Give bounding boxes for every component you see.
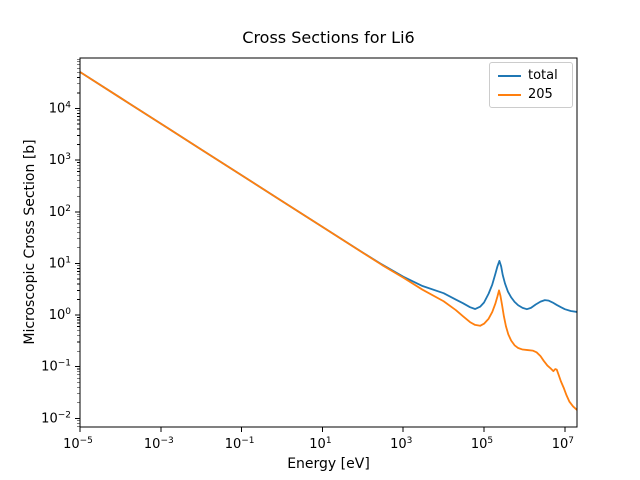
chart-title: Cross Sections for Li6: [242, 28, 415, 47]
y-tick-label: 100: [49, 307, 72, 323]
x-tick-label: 103: [390, 436, 412, 452]
x-tick-label: 10−1: [225, 436, 255, 452]
y-tick-label: 102: [49, 204, 71, 220]
legend-entry-total: total: [498, 69, 572, 82]
legend-label-205: 205: [528, 87, 553, 102]
legend-line-205-icon: [498, 93, 521, 96]
y-tick-label: 101: [49, 255, 71, 271]
y-tick-label: 104: [49, 100, 72, 116]
legend: total 205: [489, 62, 573, 108]
x-tick-label: 101: [309, 436, 331, 452]
series-line-205: [80, 71, 577, 411]
x-axis-label: Energy [eV]: [287, 456, 370, 472]
x-tick-label: 105: [471, 436, 493, 452]
x-tick-label: 10−5: [63, 436, 93, 452]
axes-frame: [79, 57, 578, 428]
y-tick-label: 10−2: [41, 410, 71, 426]
y-tick-label: 10−1: [41, 359, 71, 375]
y-tick-label: 103: [49, 152, 71, 168]
legend-line-total-icon: [498, 74, 521, 77]
legend-entry-205: 205: [498, 88, 572, 101]
x-tick-label: 10−3: [144, 436, 174, 452]
legend-label-total: total: [528, 68, 558, 83]
y-axis-label: Microscopic Cross Section [b]: [22, 139, 38, 345]
x-tick-label: 107: [552, 436, 574, 452]
